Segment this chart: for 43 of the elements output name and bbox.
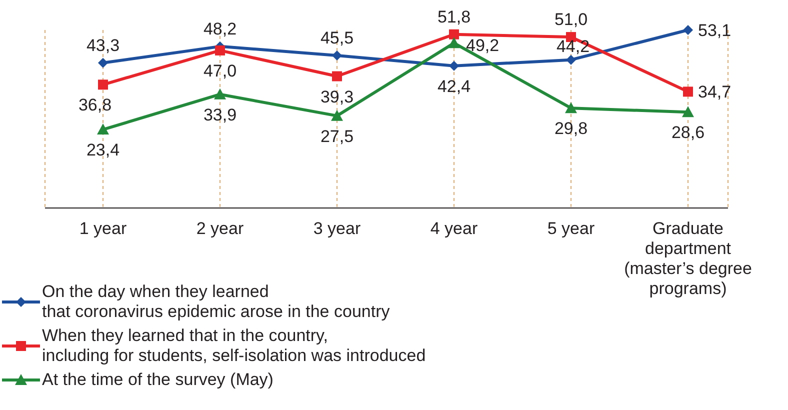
x-tick-label: 5 year [547, 219, 595, 238]
point [98, 58, 108, 68]
data-label: 48,2 [203, 19, 237, 38]
legend-label: On the day when they learned that coronavirus epidemic arose in the country [42, 282, 391, 322]
point [683, 25, 693, 35]
legend-label: At the time of the survey (May) [42, 370, 274, 390]
point [332, 71, 342, 82]
data-label: 44,2 [556, 36, 590, 56]
data-label: 29,8 [554, 119, 588, 138]
data-label: 28,6 [671, 123, 705, 142]
data-label: 53,1 [698, 21, 732, 40]
x-tick-label: 2 year [196, 219, 244, 238]
data-label: 33,9 [203, 105, 237, 124]
data-label: 27,5 [320, 126, 354, 146]
data-label: 23,4 [86, 140, 120, 160]
data-label: 47,0 [203, 61, 237, 80]
data-label: 51,8 [437, 7, 471, 26]
data-label: 36,8 [78, 96, 112, 115]
point [566, 54, 576, 65]
point [98, 80, 108, 90]
point [448, 37, 460, 48]
data-label: 39,3 [320, 87, 354, 106]
point [683, 86, 693, 97]
point [214, 88, 226, 100]
x-tick-label: 1 year [79, 219, 127, 238]
point [97, 124, 109, 135]
x-tick-label: 3 year [313, 219, 361, 238]
data-label: 49,2 [466, 36, 500, 56]
x-tick-label: 4 year [430, 219, 478, 238]
point [682, 106, 694, 118]
point [331, 110, 343, 121]
data-label: 45,5 [320, 28, 354, 48]
data-label: 51,0 [554, 10, 588, 30]
point [332, 50, 342, 60]
data-label: 34,7 [698, 82, 732, 102]
point [449, 60, 459, 71]
x-tick-label: Graduate department (master’s degree programs) [624, 219, 752, 298]
point [565, 102, 577, 114]
data-label: 42,4 [437, 76, 471, 96]
point [449, 29, 459, 40]
data-label: 43,3 [86, 36, 120, 55]
legend-label: When they learned that in the country, including for students, self-isolation was introduced [42, 326, 427, 366]
point [215, 45, 225, 56]
